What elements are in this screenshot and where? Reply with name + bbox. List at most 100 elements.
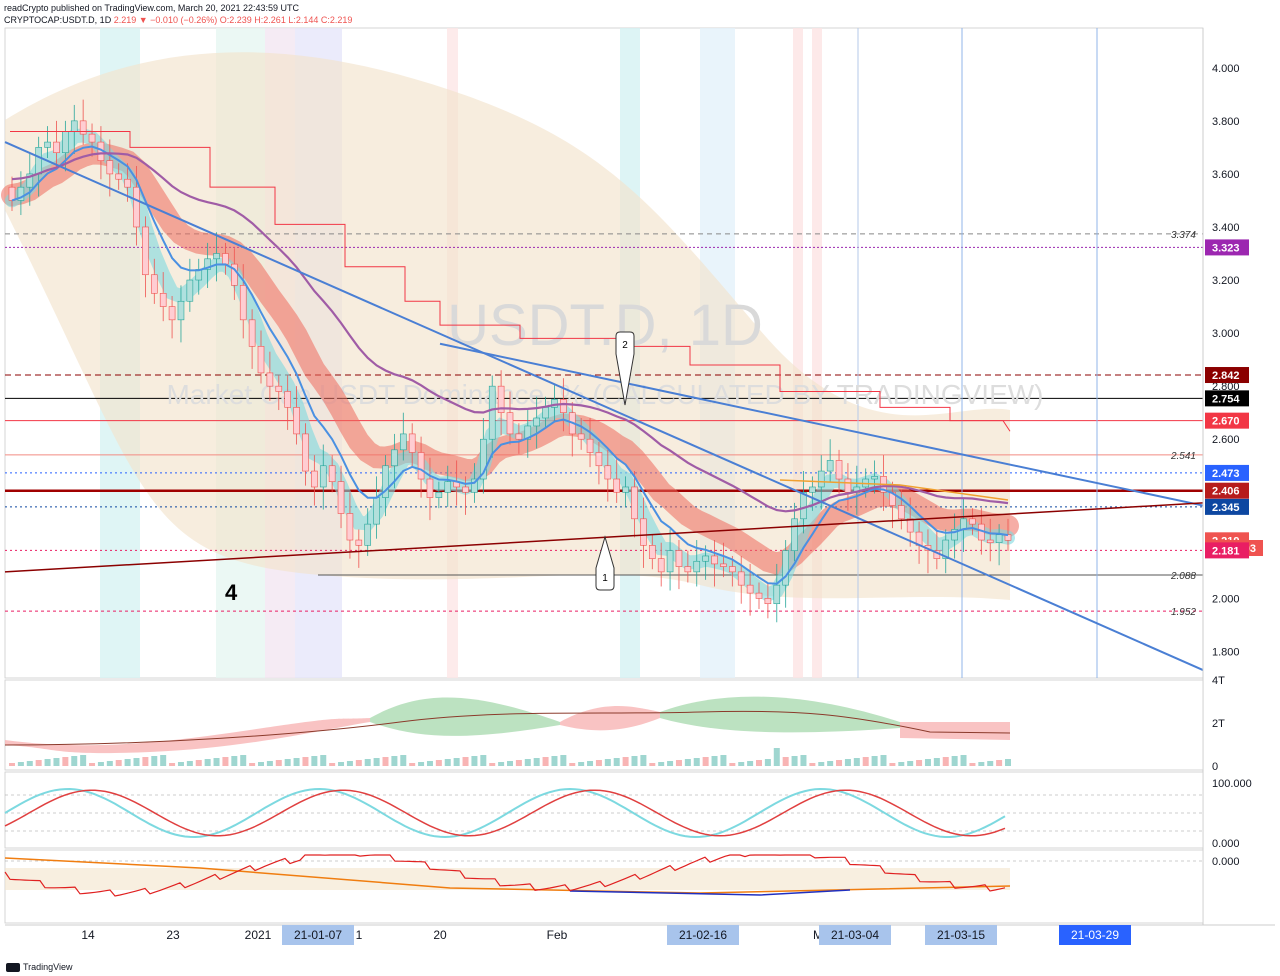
time-highlight-bg xyxy=(1059,925,1131,945)
candle-body xyxy=(871,476,878,480)
osc-blue-line xyxy=(569,889,851,896)
ribbon-midline xyxy=(4,710,1011,746)
volume-bar xyxy=(924,759,931,766)
volume-bar xyxy=(658,762,665,766)
volume-bar xyxy=(738,762,745,766)
candle-body xyxy=(186,279,194,302)
purple-ma-line xyxy=(11,152,1009,513)
time-tick: M xyxy=(813,928,823,942)
candle xyxy=(613,457,621,503)
candle xyxy=(186,258,194,312)
candle xyxy=(533,396,540,449)
candle-body xyxy=(213,253,220,260)
orange-ma-line xyxy=(779,479,1009,501)
volume-bar xyxy=(667,761,674,766)
volume-bar xyxy=(231,756,238,766)
price-label-bg xyxy=(1205,390,1249,407)
candle xyxy=(444,465,452,507)
price-tick: 3.600 xyxy=(1212,169,1240,181)
price-tick: 3.800 xyxy=(1212,116,1240,128)
volume-bar xyxy=(649,763,656,766)
level-label: 1.952 xyxy=(1171,607,1196,618)
chart-header: readCrypto published on TradingView.com,… xyxy=(4,2,352,26)
price-label-text: 2.754 xyxy=(1212,393,1240,405)
candle xyxy=(106,139,114,197)
candle-body xyxy=(844,478,852,493)
price-label: 2.842 xyxy=(1205,367,1249,384)
price-label-bg xyxy=(1205,498,1249,515)
candle xyxy=(231,248,238,300)
volume-bar xyxy=(80,755,87,766)
volume-bar xyxy=(169,763,176,766)
price-tick: 2.600 xyxy=(1212,434,1240,446)
candle-body xyxy=(222,253,229,265)
volume-bar xyxy=(302,757,309,766)
candle xyxy=(8,176,16,212)
candle-body xyxy=(319,465,327,488)
candle-body xyxy=(435,491,443,498)
candle xyxy=(266,351,274,401)
callout-2[interactable]: 2 xyxy=(615,331,635,406)
candle-body xyxy=(604,465,612,480)
volume-bar xyxy=(844,759,851,766)
candle xyxy=(213,232,220,282)
candle-body xyxy=(284,391,291,408)
time-highlight-text: 21-03-29 xyxy=(1071,928,1119,942)
volume-bar xyxy=(435,760,442,766)
candle-body xyxy=(391,449,398,467)
price-change: ▼ −0.010 (−0.26%) xyxy=(138,15,218,25)
candle-body xyxy=(293,407,300,435)
volume-bar xyxy=(942,757,949,766)
stoch-tick: 100.000 xyxy=(1212,778,1252,790)
candle-body xyxy=(44,141,51,148)
volume-bar xyxy=(17,762,24,766)
candle-body xyxy=(471,478,478,493)
candle xyxy=(986,518,994,562)
candle-body xyxy=(88,133,96,143)
candle xyxy=(426,457,434,521)
candle xyxy=(355,529,363,568)
candle-body xyxy=(622,486,629,493)
candle xyxy=(942,529,950,574)
candle xyxy=(524,410,532,458)
candle xyxy=(791,502,798,562)
candle-body xyxy=(311,470,318,488)
candle xyxy=(204,242,211,288)
candle-body xyxy=(355,539,363,546)
volume-bar xyxy=(711,756,718,766)
candle-body xyxy=(417,452,425,480)
volume-bar xyxy=(702,757,709,766)
candle xyxy=(435,481,443,509)
candle-body xyxy=(480,438,487,480)
candle xyxy=(284,375,291,430)
candle-body xyxy=(373,497,380,525)
candle-body xyxy=(595,452,603,467)
candle-body xyxy=(257,346,265,374)
volume-bar xyxy=(186,761,193,766)
candle xyxy=(640,497,647,568)
candle-body xyxy=(560,399,567,413)
price-label-bg xyxy=(1205,542,1249,559)
candle-body xyxy=(631,486,638,520)
volume-bar xyxy=(133,758,140,766)
volume-bar xyxy=(151,756,158,766)
candle xyxy=(622,476,629,507)
candle-body xyxy=(533,417,540,427)
candle xyxy=(951,513,958,559)
candle-body xyxy=(764,598,772,605)
volume-bar xyxy=(933,758,940,766)
volume-bar xyxy=(684,759,691,766)
volume-bar xyxy=(871,756,878,766)
price-label: 2.406 xyxy=(1205,482,1249,499)
volume-bar xyxy=(960,755,967,766)
volume-bar xyxy=(889,763,896,766)
candle xyxy=(150,258,158,304)
candle-body xyxy=(70,120,78,132)
callout-1[interactable]: 1 xyxy=(595,535,615,591)
candle-body xyxy=(231,263,238,286)
time-tick: 23 xyxy=(166,928,180,942)
time-highlight-text: 21-01-07 xyxy=(294,928,342,942)
volume-bar xyxy=(782,757,789,766)
volume-bar xyxy=(26,761,33,766)
